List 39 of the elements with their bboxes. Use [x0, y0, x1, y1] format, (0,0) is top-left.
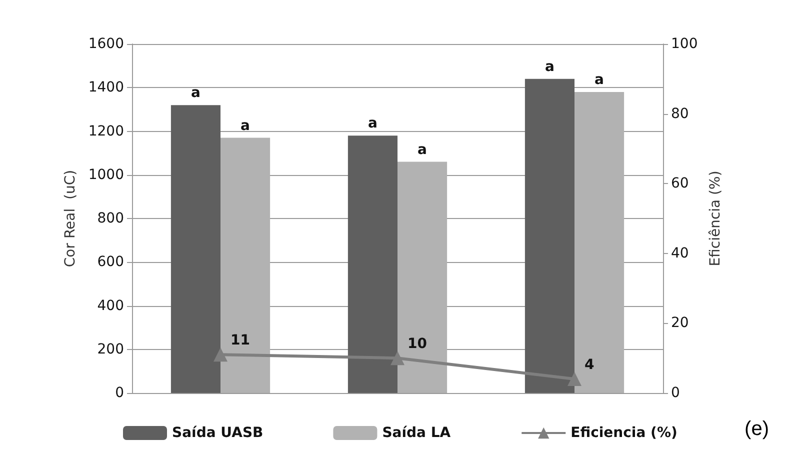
y-tick-label: 1000 [88, 166, 124, 183]
y-tick-label: 1200 [88, 123, 124, 140]
bar [574, 92, 624, 393]
y-tick-label: 400 [97, 298, 124, 314]
y2-tick-label: 0 [671, 385, 680, 401]
y-tick-label: 1400 [88, 80, 124, 96]
y-tick-label: 0 [115, 385, 124, 401]
y2-tick-label: 80 [671, 106, 689, 122]
y2-axis-title: Eficiência (%) [708, 170, 724, 266]
data-label: a [240, 118, 250, 134]
y2-tick-label: 20 [671, 315, 689, 332]
data-label: a [368, 116, 378, 132]
bar [398, 162, 448, 393]
y-tick-label: 200 [97, 341, 124, 358]
y-tick-label: 600 [97, 254, 124, 270]
legend-label: Eficiencia (%) [570, 425, 678, 441]
point [214, 348, 228, 362]
bar [524, 78, 574, 393]
data-label: 11 [230, 332, 250, 349]
data-label: a [544, 58, 554, 75]
legend-label: Saída UASB [172, 425, 264, 441]
bar [220, 138, 270, 393]
point [390, 351, 404, 366]
y-tick-label: 800 [97, 210, 124, 226]
bar [170, 105, 220, 393]
text: (e) [744, 418, 770, 440]
y-tick-label: 1600 [88, 36, 124, 52]
y2-tick-label: 60 [671, 176, 689, 192]
y2-tick-label: 40 [671, 245, 689, 262]
bar [348, 136, 398, 393]
data-label: 4 [584, 357, 594, 374]
point [568, 372, 582, 386]
data-label: a [418, 142, 428, 158]
y2-tick-label: 100 [671, 36, 698, 52]
data-label: a [190, 85, 200, 102]
legend-label: Saída LA [382, 425, 451, 441]
data-label: a [594, 72, 604, 88]
data-label: 10 [408, 336, 428, 352]
y-axis-title: Cor Real (uC) [62, 170, 78, 268]
